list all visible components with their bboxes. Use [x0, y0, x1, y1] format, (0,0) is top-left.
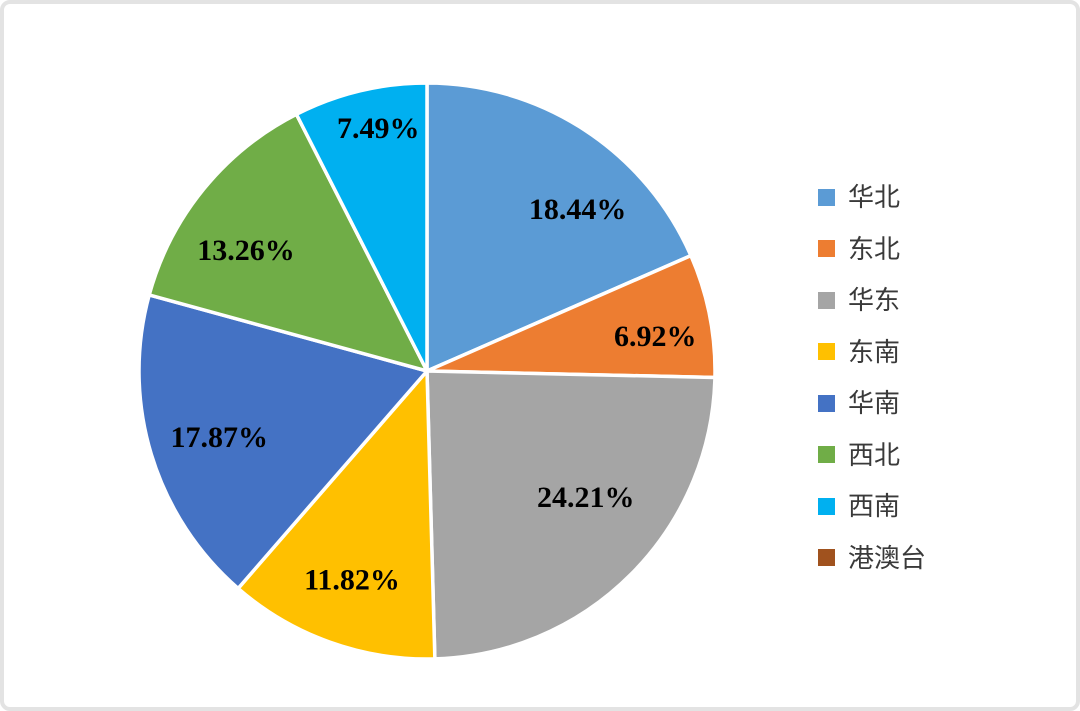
- legend-swatch: [818, 343, 835, 360]
- pie-slice-西南: [294, 81, 429, 373]
- legend-label: 华北: [848, 182, 901, 212]
- legend-swatch: [818, 188, 835, 206]
- legend-swatch: [818, 549, 835, 566]
- slice-label-西北: 13.26%: [197, 234, 295, 267]
- pie-slice-东南: [236, 369, 437, 661]
- legend-item-港澳台: 港澳台: [818, 544, 926, 572]
- slice-label-西南: 7.49%: [337, 112, 420, 145]
- slice-label-东北: 6.92%: [614, 320, 697, 353]
- legend-label: 东南: [848, 336, 901, 367]
- legend-item-西北: 西北: [818, 441, 926, 469]
- legend-label: 西北: [848, 439, 901, 470]
- legend-label: 港澳台: [848, 542, 927, 573]
- legend-label: 华东: [848, 285, 901, 315]
- legend-item-西南: 西南: [818, 492, 926, 520]
- slice-label-华东: 24.21%: [537, 481, 635, 514]
- chart-legend: 华北东北华东东南华南西北西南港澳台: [818, 183, 926, 595]
- legend-item-东北: 东北: [818, 235, 926, 263]
- legend-label: 东北: [848, 233, 901, 264]
- legend-swatch: [818, 240, 835, 257]
- legend-swatch: [818, 446, 835, 463]
- legend-item-华南: 华南: [818, 389, 926, 417]
- legend-label: 华南: [848, 388, 901, 418]
- legend-item-华北: 华北: [818, 183, 926, 211]
- legend-label: 西南: [848, 491, 901, 521]
- pie-slice-东北: [425, 253, 717, 380]
- pie-slice-华南: [137, 293, 429, 591]
- pie-slice-西北: [147, 112, 429, 373]
- legend-item-华东: 华东: [818, 286, 926, 314]
- legend-swatch: [818, 497, 835, 515]
- legend-swatch: [818, 394, 835, 412]
- slice-label-东南: 11.82%: [304, 564, 400, 597]
- pie-slice-华东: [425, 369, 717, 661]
- legend-swatch: [818, 291, 835, 309]
- legend-item-东南: 东南: [818, 338, 926, 366]
- slice-label-华南: 17.87%: [171, 421, 269, 454]
- pie-slice-华北: [425, 81, 693, 373]
- slice-label-华北: 18.44%: [529, 193, 627, 226]
